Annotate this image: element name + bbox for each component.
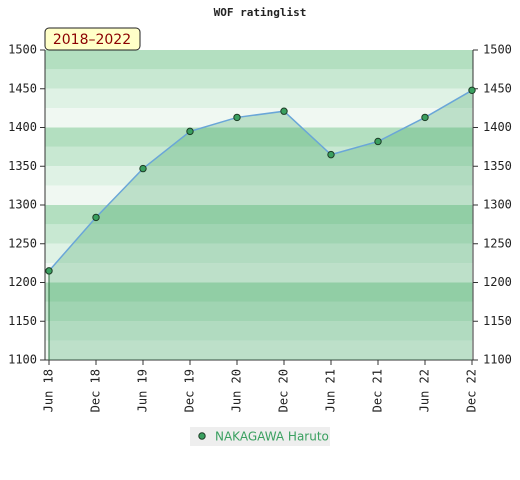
y-tick-label: 1300	[8, 198, 37, 212]
background-band	[45, 224, 473, 244]
y2-tick-label: 1150	[483, 314, 512, 328]
background-band	[45, 243, 473, 264]
background-band	[45, 263, 473, 283]
badge-box	[44, 27, 141, 51]
y2-tick-label: 1300	[483, 198, 512, 212]
y2-tick-label: 1400	[483, 120, 512, 134]
area	[49, 90, 472, 361]
x-tick-label: Dec 22	[465, 369, 479, 412]
data-point	[186, 127, 194, 136]
background-band	[45, 205, 473, 225]
background-band	[45, 108, 473, 128]
background-band	[45, 340, 473, 360]
data-point	[327, 150, 335, 159]
x-tick-label: Dec 19	[183, 369, 197, 412]
x-tick-label: Jun 22	[418, 369, 432, 412]
legend-label: NAKAGAWA Haruto	[215, 430, 329, 444]
x-tick-label: Dec 20	[277, 369, 291, 412]
y2-tick-label: 1100	[483, 353, 512, 367]
y2-tick-label: 1200	[483, 275, 512, 289]
x-tick-label: Jun 18	[42, 369, 56, 412]
data-point	[421, 113, 429, 122]
x-tick-label: Dec 21	[371, 369, 385, 412]
y2-tick-label: 1450	[483, 81, 512, 95]
y-tick-label: 1100	[8, 353, 37, 367]
y-tick-label: 1400	[8, 120, 37, 134]
background-band	[45, 166, 473, 186]
y-tick-label: 1250	[8, 236, 37, 250]
y-tick-label: 1450	[8, 81, 37, 95]
y2-tick-label: 1500	[483, 43, 512, 57]
background-band	[45, 50, 473, 70]
y2-tick-label: 1250	[483, 236, 512, 250]
background-band	[45, 88, 473, 109]
background-band	[45, 127, 473, 147]
data-point	[139, 164, 147, 173]
data-point	[374, 137, 382, 146]
background-band	[45, 69, 473, 89]
background-band	[45, 282, 473, 302]
data-point	[45, 267, 53, 275]
chart-title: WOF ratinglist	[214, 6, 307, 19]
data-point	[280, 107, 288, 115]
x-tick-label: Jun 21	[324, 369, 338, 412]
background-band	[45, 321, 473, 341]
y-tick-label: 1200	[8, 275, 37, 289]
legend-marker	[198, 432, 206, 440]
data-point	[233, 113, 241, 122]
background-band	[45, 301, 473, 322]
y-tick-label: 1500	[8, 43, 37, 57]
x-tick-label: Dec 18	[89, 369, 103, 412]
background-band	[45, 185, 473, 205]
y2-tick-label: 1350	[483, 159, 512, 173]
y-tick-label: 1350	[8, 159, 37, 173]
y-tick-label: 1150	[8, 314, 37, 328]
series-line	[48, 89, 473, 272]
data-point	[92, 213, 100, 222]
legend-box	[190, 427, 330, 446]
x-tick-label: Jun 19	[136, 369, 150, 412]
x-tick-label: Jun 20	[230, 369, 244, 412]
badge: 2018–2022	[53, 32, 131, 48]
data-point	[468, 86, 476, 95]
